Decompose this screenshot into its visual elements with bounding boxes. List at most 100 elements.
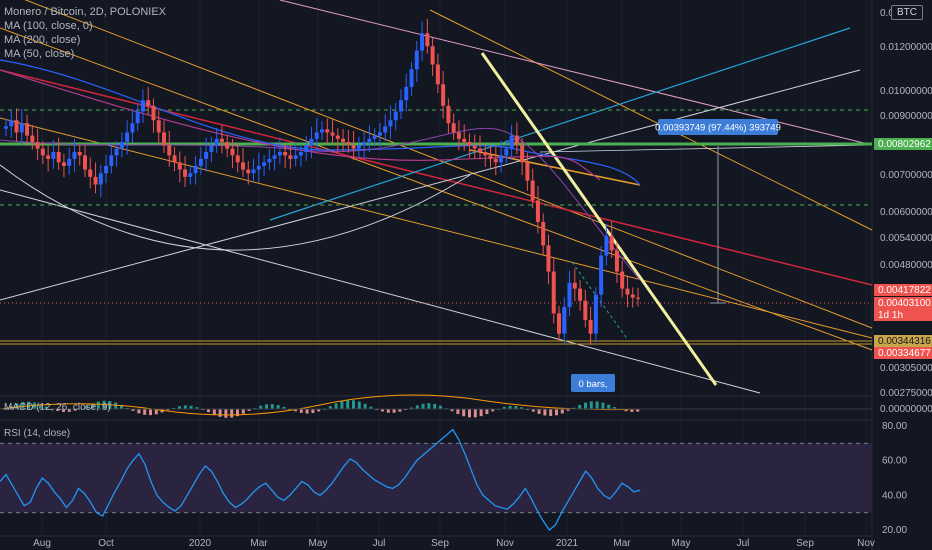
- x-tick-label: Jul: [737, 538, 750, 549]
- macd-bar: [636, 409, 640, 412]
- macd-bar: [38, 404, 42, 409]
- x-tick-label: May: [309, 538, 328, 549]
- candle-body: [493, 158, 498, 163]
- candle-body: [288, 155, 293, 159]
- macd-bar: [299, 409, 303, 413]
- macd-bar: [630, 409, 634, 412]
- candle-body: [46, 155, 51, 159]
- x-tick-label: Sep: [431, 538, 449, 549]
- macd-bar: [613, 407, 616, 409]
- candle-body: [636, 297, 640, 299]
- candle-body: [156, 120, 161, 133]
- candle-body: [520, 145, 525, 163]
- macd-histogram: [0, 394, 872, 418]
- candle-body: [104, 165, 109, 174]
- macd-bar: [212, 409, 216, 415]
- macd-bar: [178, 406, 181, 409]
- price-tick-label: 0.01200000: [880, 42, 932, 53]
- bars-tooltip-text: 0 bars,: [578, 379, 607, 390]
- candle-body: [183, 169, 188, 177]
- macd-bar: [67, 409, 71, 412]
- x-tick-label: 2021: [556, 538, 579, 549]
- macd-bar: [328, 406, 332, 409]
- candle-body: [483, 151, 488, 156]
- macd-bar: [114, 402, 118, 409]
- candle-body: [109, 155, 114, 166]
- white-rising-line: [0, 69, 861, 301]
- candle-body: [146, 100, 151, 106]
- candle-body: [246, 169, 251, 174]
- candle-body: [541, 221, 546, 246]
- candle-body: [504, 148, 509, 156]
- indicator-ma50[interactable]: MA (50, close): [4, 48, 75, 60]
- macd-bar: [381, 409, 384, 412]
- x-tick-label: Sep: [796, 538, 814, 549]
- candle-body: [219, 138, 224, 143]
- macd-bar: [44, 406, 48, 409]
- candle-body: [609, 235, 614, 251]
- macd-bar: [131, 409, 135, 411]
- indicator-ma200[interactable]: MA (200, close): [4, 34, 81, 46]
- macd-bar: [236, 409, 239, 417]
- candle-body: [325, 129, 330, 133]
- candle-body: [193, 165, 198, 174]
- ma200-line: [0, 69, 601, 181]
- macd-bar: [607, 404, 611, 409]
- macd-bar: [125, 407, 129, 409]
- macd-bar: [311, 409, 315, 414]
- macd-bar: [247, 409, 251, 411]
- candle-body: [478, 148, 482, 152]
- macd-bar: [56, 409, 60, 411]
- candle-body: [346, 142, 351, 146]
- price-label-green: 0.00802962: [878, 139, 931, 150]
- green-dashed-trend: [571, 261, 629, 341]
- yellow-trend-line: [480, 52, 718, 386]
- macd-bar: [149, 409, 152, 416]
- macd-bar: [224, 409, 228, 418]
- candle-body: [251, 169, 256, 174]
- currency-badge[interactable]: BTC: [891, 5, 923, 20]
- macd-bar: [549, 409, 553, 416]
- macd-bar: [502, 406, 506, 409]
- candle-body: [578, 288, 583, 301]
- rsi-band: [0, 442, 872, 514]
- rsi-band-fill: [0, 443, 872, 513]
- candle-body: [567, 282, 572, 307]
- candle-body: [14, 120, 19, 133]
- candle-body: [435, 64, 440, 85]
- orange-channel-mid: [0, 27, 873, 351]
- macd-bar: [270, 404, 274, 409]
- candle-body: [314, 132, 319, 139]
- candle-body: [241, 162, 245, 170]
- macd-bar: [555, 409, 558, 416]
- drawing-layer: [0, 0, 873, 394]
- macd-bar: [456, 409, 460, 415]
- macd-bar: [601, 402, 605, 409]
- x-tick-label: 2020: [189, 538, 212, 549]
- macd-bar: [537, 409, 541, 414]
- rsi-series-line: [0, 428, 641, 531]
- candle-body: [309, 138, 314, 146]
- ma50-line: [0, 127, 641, 281]
- candle-body: [404, 86, 409, 101]
- macd-bar: [392, 409, 396, 413]
- candle-body: [172, 155, 177, 163]
- candle-body: [72, 151, 77, 159]
- candle-body: [188, 173, 193, 177]
- candle-body: [425, 33, 430, 47]
- candle-body: [588, 319, 593, 334]
- candle-body: [499, 155, 504, 163]
- candle-body: [414, 50, 419, 70]
- macd-bar: [143, 409, 147, 415]
- ma100-line: [0, 59, 641, 186]
- indicator-ma100[interactable]: MA (100, close, 0): [4, 20, 93, 32]
- macd-bar: [282, 406, 286, 409]
- price-tick-label: 0.00305000: [880, 363, 932, 374]
- candle-body: [119, 142, 124, 149]
- candle-body: [388, 120, 393, 127]
- macd-bar: [624, 409, 628, 412]
- candle-body: [209, 145, 214, 152]
- x-axis: Aug Oct 2020 Mar May Jul Sep Nov 2021 Mar May Jul Se…: [33, 538, 875, 549]
- pink-resistance-line: [279, 0, 873, 146]
